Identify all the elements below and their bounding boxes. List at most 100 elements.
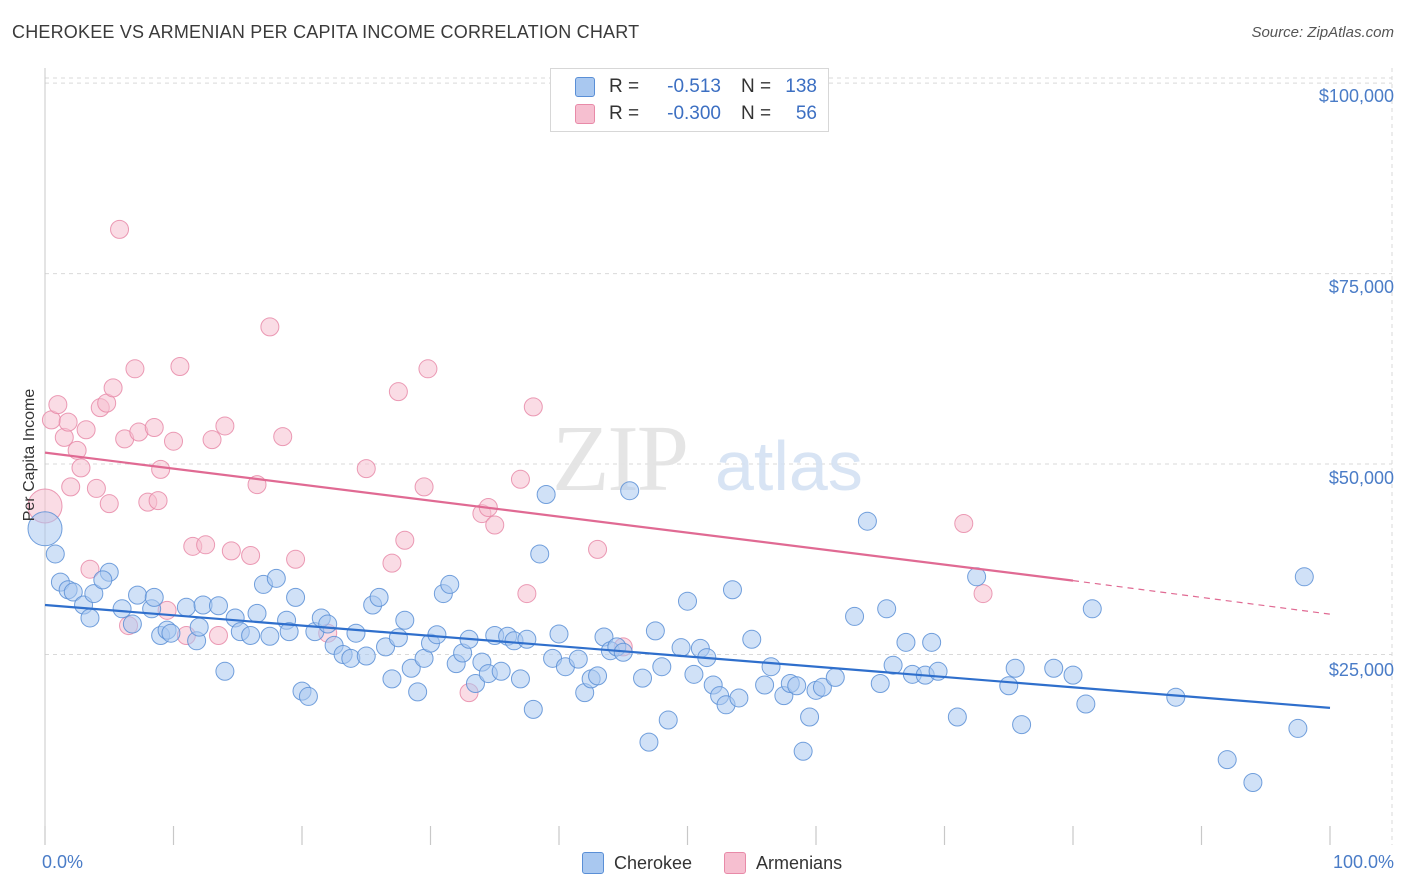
legend-label-armenians: Armenians [756,852,843,873]
armenian-point [485,515,505,535]
cherokee-point [161,623,181,643]
armenian-point [76,420,96,440]
cherokee-point [755,675,775,695]
cherokee-point [568,649,588,669]
series-legend: Cherokee Armenians [582,852,874,874]
cherokee-point [588,666,608,686]
cherokee-point [376,637,396,657]
watermark: ZIP atlas [552,407,863,511]
cherokee-point [401,658,421,678]
armenian-point [241,545,261,565]
armenian-point [148,491,168,511]
cherokee-point [1063,665,1083,685]
armenian-point [196,535,216,555]
trend-lines [44,451,1331,709]
armenian-point [164,431,183,451]
armenian-point [356,459,376,479]
cherokee-point [408,682,428,702]
armenian-point [58,412,78,432]
armenian-point [273,427,293,447]
cherokee-point [883,655,903,675]
legend-row-cherokee: R = -0.513 N = 138 [575,76,817,98]
cherokee-point [93,570,113,590]
cherokee-point [128,585,148,605]
armenian-point [954,513,974,533]
cherokee-point [825,667,845,687]
armenian-point [61,477,81,497]
x-tick-label: 0.0% [42,852,84,872]
armenian-point [110,219,130,239]
armenian-point [418,359,438,379]
armenian-point [510,469,530,489]
armenian-point [260,317,280,337]
cherokee-point [761,657,781,677]
cherokee-point [80,608,100,628]
armenian-point [388,382,408,402]
cherokee-point [812,677,832,697]
n-value: 138 [785,76,817,97]
cherokee-point [877,599,897,619]
cherokee-point [356,646,376,666]
armenian-point [86,478,106,498]
cherokee-point [491,661,511,681]
cherokee-point [286,587,306,607]
cherokee-point [1012,715,1032,735]
cherokee-trend-line [44,603,1331,709]
armenian-point [125,359,145,379]
cherokee-point [176,597,196,617]
cherokee-point [1217,750,1237,770]
cherokee-point [241,625,261,645]
cherokee-point [122,614,142,634]
cherokee-point [896,632,916,652]
cherokee-point [787,676,807,696]
cherokee-point [742,629,762,649]
cherokee-point [800,707,820,727]
r-label: R = [609,103,640,124]
cherokee-point [369,587,389,607]
cherokee-point [922,632,942,652]
armenian-point [144,417,164,437]
armenian-point [170,357,190,377]
cherokee-point [620,481,640,501]
armenian-point [414,477,434,497]
armenian-point [202,430,222,450]
cherokee-point [247,603,267,623]
cherokee-point [722,580,742,600]
armenian-point [588,539,608,559]
cherokee-point [530,544,550,564]
cherokee-point [999,676,1019,696]
watermark-zip: ZIP [552,407,687,511]
armenian-swatch [575,104,595,124]
x-tick-label: 100.0% [1332,852,1394,872]
cherokee-point [947,707,967,727]
legend-row-armenian: R = -0.300 N = 56 [575,103,817,125]
cherokee-point [510,669,530,689]
armenian-point [382,553,402,573]
n-label: N = [741,76,772,97]
cherokee-point [382,669,402,689]
cherokee-point [84,584,104,604]
n-label: N = [741,103,772,124]
cherokee-swatch [582,852,604,874]
cherokee-point [427,625,447,645]
cherokee-point [298,686,318,706]
cherokee-point [395,610,415,630]
cherokee-point [465,673,485,693]
cherokee-point [729,688,749,708]
cherokee-point [144,587,164,607]
cherokee-point [1288,718,1308,738]
cherokee-point [27,511,63,547]
armenian-point [215,416,235,436]
cherokee-point [1082,599,1102,619]
r-value: -0.513 [667,76,721,97]
y-tick-label: $50,000 [1328,468,1394,488]
cherokee-point [346,623,366,643]
y-tick-label: $100,000 [1318,86,1394,106]
watermark-atlas: atlas [715,427,863,505]
armenian-swatch [724,852,747,874]
armenian-trend-extension [1072,580,1331,615]
cherokee-point [208,596,228,616]
armenian-point [221,541,241,561]
cherokee-point [645,621,665,641]
chart-title: CHEROKEE VS ARMENIAN PER CAPITA INCOME C… [12,22,640,42]
